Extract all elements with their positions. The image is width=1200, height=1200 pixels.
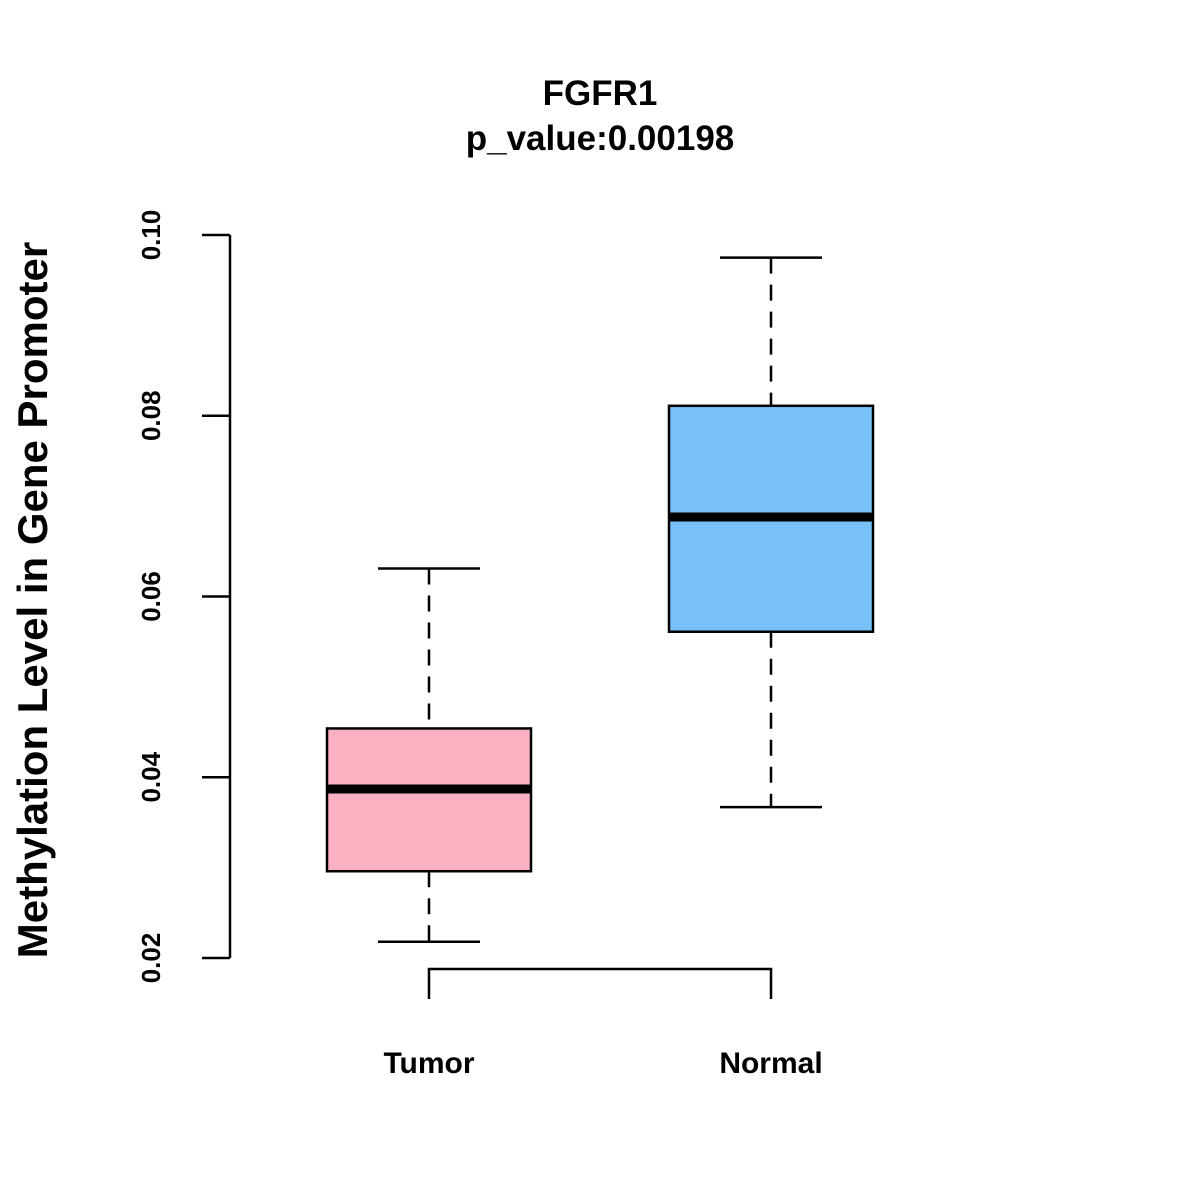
y-tick-label: 0.06 [136, 571, 166, 622]
y-tick-label: 0.04 [136, 751, 166, 802]
significance-bracket [427, 967, 773, 999]
x-axis-labels: Tumor Normal [383, 1047, 822, 1080]
box-tumor [325, 567, 533, 943]
bracket-line [427, 967, 773, 999]
y-axis-label: Methylation Level in Gene Promoter [9, 242, 56, 958]
chart-title: FGFR1 [543, 74, 658, 113]
y-tick-label: 0.10 [136, 210, 166, 261]
y-axis: 0.02 0.04 0.06 0.08 0.10 [136, 210, 232, 984]
box-rect [325, 727, 533, 873]
boxes [325, 256, 875, 943]
x-category-label: Normal [719, 1047, 822, 1080]
box-normal [667, 256, 875, 809]
x-category-label: Tumor [383, 1047, 474, 1080]
chart-subtitle: p_value:0.00198 [466, 119, 735, 158]
y-tick-label: 0.02 [136, 933, 166, 984]
y-tick-label: 0.08 [136, 390, 166, 441]
